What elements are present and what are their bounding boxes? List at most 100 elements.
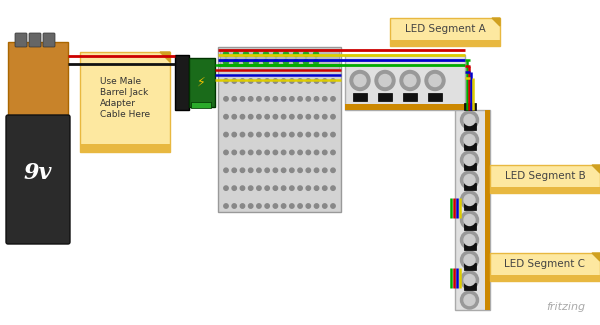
Bar <box>428 93 442 100</box>
Circle shape <box>306 150 311 155</box>
Circle shape <box>224 114 228 119</box>
Circle shape <box>248 186 253 190</box>
Circle shape <box>284 51 289 57</box>
Circle shape <box>306 186 311 190</box>
Circle shape <box>265 79 269 83</box>
Bar <box>378 93 392 100</box>
Circle shape <box>461 271 479 289</box>
Circle shape <box>224 204 228 208</box>
Circle shape <box>240 168 245 173</box>
Circle shape <box>298 132 302 137</box>
FancyBboxPatch shape <box>43 33 55 47</box>
Circle shape <box>232 132 236 137</box>
Circle shape <box>233 51 239 57</box>
Circle shape <box>248 114 253 119</box>
Bar <box>464 103 476 110</box>
Circle shape <box>323 168 327 173</box>
Circle shape <box>224 79 228 83</box>
Circle shape <box>281 79 286 83</box>
Bar <box>80 52 170 152</box>
Circle shape <box>290 97 294 101</box>
Circle shape <box>461 111 479 129</box>
Circle shape <box>240 132 245 137</box>
Circle shape <box>273 132 278 137</box>
Circle shape <box>298 97 302 101</box>
Circle shape <box>233 59 239 64</box>
Circle shape <box>375 71 395 90</box>
Circle shape <box>240 186 245 190</box>
Circle shape <box>248 204 253 208</box>
Circle shape <box>290 132 294 137</box>
Text: 9v: 9v <box>24 162 52 184</box>
Circle shape <box>263 59 269 64</box>
Text: ⚡: ⚡ <box>197 76 205 89</box>
Circle shape <box>240 79 245 83</box>
Circle shape <box>257 97 261 101</box>
Circle shape <box>354 74 366 86</box>
Circle shape <box>265 132 269 137</box>
Circle shape <box>273 79 278 83</box>
Circle shape <box>284 59 289 64</box>
Bar <box>464 223 476 230</box>
Circle shape <box>232 97 236 101</box>
Circle shape <box>323 97 327 101</box>
Bar <box>455 110 490 310</box>
Circle shape <box>265 97 269 101</box>
Circle shape <box>273 186 278 190</box>
Bar <box>218 47 341 212</box>
Circle shape <box>298 204 302 208</box>
Circle shape <box>257 132 261 137</box>
Bar <box>490 187 600 193</box>
Circle shape <box>281 114 286 119</box>
Bar <box>189 58 215 107</box>
Bar <box>464 263 476 270</box>
Bar <box>390 18 500 46</box>
Bar <box>403 93 417 100</box>
Circle shape <box>248 79 253 83</box>
Circle shape <box>257 79 261 83</box>
Circle shape <box>298 168 302 173</box>
Bar <box>490 165 600 193</box>
Circle shape <box>232 114 236 119</box>
Circle shape <box>314 204 319 208</box>
Circle shape <box>263 51 269 57</box>
Circle shape <box>461 151 479 169</box>
Circle shape <box>306 204 311 208</box>
Circle shape <box>265 150 269 155</box>
Circle shape <box>314 168 319 173</box>
Circle shape <box>314 132 319 137</box>
Circle shape <box>461 231 479 249</box>
Circle shape <box>232 168 236 173</box>
Circle shape <box>248 132 253 137</box>
Circle shape <box>281 168 286 173</box>
Circle shape <box>290 168 294 173</box>
Circle shape <box>257 150 261 155</box>
Circle shape <box>298 79 302 83</box>
Circle shape <box>331 79 335 83</box>
Circle shape <box>290 114 294 119</box>
Circle shape <box>306 79 311 83</box>
Circle shape <box>281 204 286 208</box>
Circle shape <box>224 97 228 101</box>
Bar <box>220 49 339 69</box>
Circle shape <box>306 168 311 173</box>
Circle shape <box>254 51 259 57</box>
Circle shape <box>461 291 479 309</box>
Circle shape <box>331 114 335 119</box>
Text: LED Segment A: LED Segment A <box>404 24 485 34</box>
Circle shape <box>273 168 278 173</box>
Circle shape <box>379 74 391 86</box>
Circle shape <box>248 150 253 155</box>
Circle shape <box>464 154 475 165</box>
Circle shape <box>461 191 479 209</box>
Bar <box>464 143 476 150</box>
Circle shape <box>273 204 278 208</box>
Circle shape <box>323 186 327 190</box>
Circle shape <box>350 71 370 90</box>
Text: LED Segment C: LED Segment C <box>505 259 586 269</box>
Circle shape <box>331 186 335 190</box>
Circle shape <box>224 186 228 190</box>
Circle shape <box>464 275 475 285</box>
Circle shape <box>257 168 261 173</box>
Circle shape <box>244 51 248 57</box>
